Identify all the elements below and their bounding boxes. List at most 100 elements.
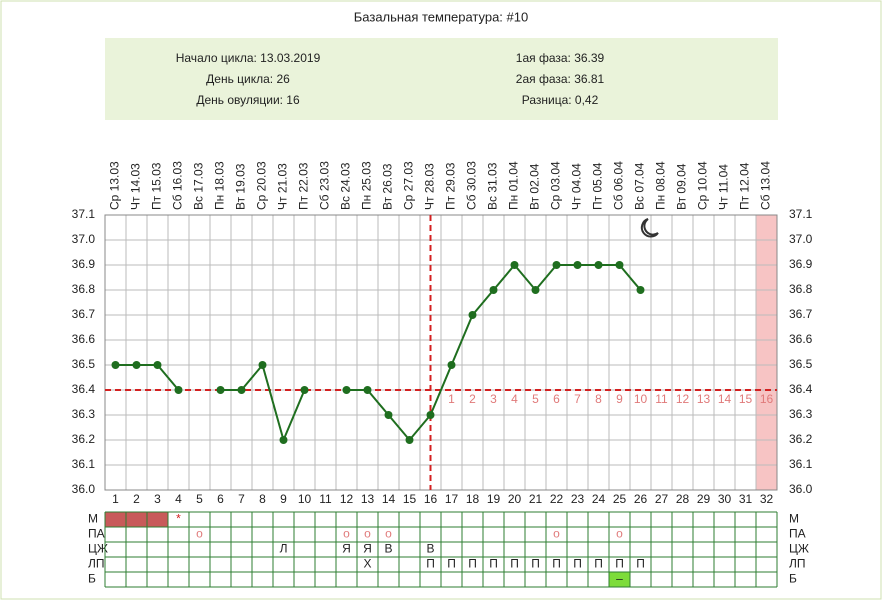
temperature-point	[552, 261, 561, 269]
x-tick-label: 2	[133, 492, 140, 506]
date-label: Пн 01.04	[507, 161, 521, 210]
temperature-point	[531, 286, 540, 294]
y-tick-label: 36.5	[72, 357, 96, 371]
phase2-label: 2	[469, 392, 476, 406]
date-label: Пт 22.03	[297, 162, 311, 210]
table-entry: о	[343, 527, 350, 541]
y-tick-label: 37.0	[789, 232, 813, 246]
phase2-label: 7	[574, 392, 581, 406]
x-tick-label: 28	[676, 492, 690, 506]
y-tick-label: 36.1	[789, 457, 813, 471]
table-entry: П	[552, 557, 561, 571]
table-entry: о	[364, 527, 371, 541]
x-tick-label: 22	[550, 492, 564, 506]
info-text: День овуляции: 16	[196, 93, 300, 107]
temperature-point	[153, 361, 162, 369]
table-fill	[126, 512, 147, 527]
x-tick-label: 29	[697, 492, 711, 506]
y-tick-label: 36.3	[789, 407, 813, 421]
x-tick-label: 30	[718, 492, 732, 506]
date-label: Пт 05.04	[591, 162, 605, 210]
temperature-point	[447, 361, 456, 369]
row-label: ЦЖ	[88, 542, 108, 556]
y-tick-label: 36.3	[72, 407, 96, 421]
table-entry: *	[176, 512, 181, 526]
phase2-label: 14	[718, 392, 732, 406]
info-text: 2ая фаза: 36.81	[516, 72, 605, 86]
date-label: Чт 14.03	[129, 163, 143, 210]
table-entry: о	[616, 527, 623, 541]
y-tick-label: 36.2	[72, 432, 96, 446]
date-label: Ср 20.03	[255, 161, 269, 210]
info-text: Начало цикла: 13.03.2019	[176, 51, 321, 65]
table-entry: П	[573, 557, 582, 571]
row-label: ЦЖ	[789, 542, 809, 556]
table-entry: П	[615, 557, 624, 571]
temperature-point	[363, 386, 372, 394]
table-entry: П	[510, 557, 519, 571]
row-label: М	[789, 512, 799, 526]
phase2-label: 4	[511, 392, 518, 406]
y-tick-label: 36.9	[72, 257, 96, 271]
table-entry: П	[426, 557, 435, 571]
x-tick-label: 4	[175, 492, 182, 506]
date-label: Сб 30.03	[465, 161, 479, 210]
phase2-label: 12	[676, 392, 690, 406]
date-label: Ср 03.04	[549, 161, 563, 210]
temperature-point	[468, 311, 477, 319]
date-label: Пт 15.03	[150, 162, 164, 210]
table-entry: о	[196, 527, 203, 541]
date-label: Сб 23.03	[318, 161, 332, 210]
temperature-point	[300, 386, 309, 394]
date-label: Чт 21.03	[276, 163, 290, 210]
temperature-point	[573, 261, 582, 269]
x-tick-label: 26	[634, 492, 648, 506]
phase2-label: 1	[448, 392, 455, 406]
x-tick-label: 15	[403, 492, 417, 506]
table-entry: Я	[342, 542, 351, 556]
table-entry: В	[426, 542, 434, 556]
date-label: Вт 26.03	[381, 163, 395, 210]
temperature-point	[426, 411, 435, 419]
table-fill	[105, 512, 126, 527]
date-label: Ср 13.03	[108, 161, 122, 210]
row-label: Б	[789, 572, 797, 586]
table-entry: П	[531, 557, 540, 571]
phase2-label: 9	[616, 392, 623, 406]
x-tick-label: 10	[298, 492, 312, 506]
x-tick-label: 16	[424, 492, 438, 506]
y-tick-label: 37.1	[789, 207, 813, 221]
x-tick-label: 31	[739, 492, 753, 506]
y-tick-label: 37.1	[72, 207, 96, 221]
temperature-point	[258, 361, 267, 369]
table-entry: о	[385, 527, 392, 541]
y-tick-label: 36.9	[789, 257, 813, 271]
highlight-column	[756, 215, 777, 490]
x-tick-label: 1	[112, 492, 119, 506]
x-tick-label: 13	[361, 492, 375, 506]
x-tick-label: 23	[571, 492, 585, 506]
phase2-label: 13	[697, 392, 711, 406]
temperature-point	[615, 261, 624, 269]
date-label: Чт 04.04	[570, 163, 584, 210]
y-tick-label: 36.1	[72, 457, 96, 471]
date-label: Чт 11.04	[717, 164, 731, 210]
date-label: Пт 12.04	[738, 162, 752, 210]
x-tick-label: 12	[340, 492, 354, 506]
x-tick-label: 6	[217, 492, 224, 506]
table-entry: Л	[280, 542, 288, 556]
date-label: Ср 27.03	[402, 161, 416, 210]
y-tick-label: 36.0	[72, 482, 96, 496]
temperature-point	[174, 386, 183, 394]
date-label: Сб 16.03	[171, 161, 185, 210]
phase2-label: 15	[739, 392, 753, 406]
y-tick-label: 36.2	[789, 432, 813, 446]
chart-title: Базальная температура: #10	[354, 9, 528, 24]
y-tick-label: 36.4	[72, 382, 96, 396]
y-tick-label: 36.8	[72, 282, 96, 296]
y-tick-label: 36.0	[789, 482, 813, 496]
phase2-label: 5	[532, 392, 539, 406]
y-tick-label: 36.6	[72, 332, 96, 346]
moon-icon	[640, 218, 659, 238]
